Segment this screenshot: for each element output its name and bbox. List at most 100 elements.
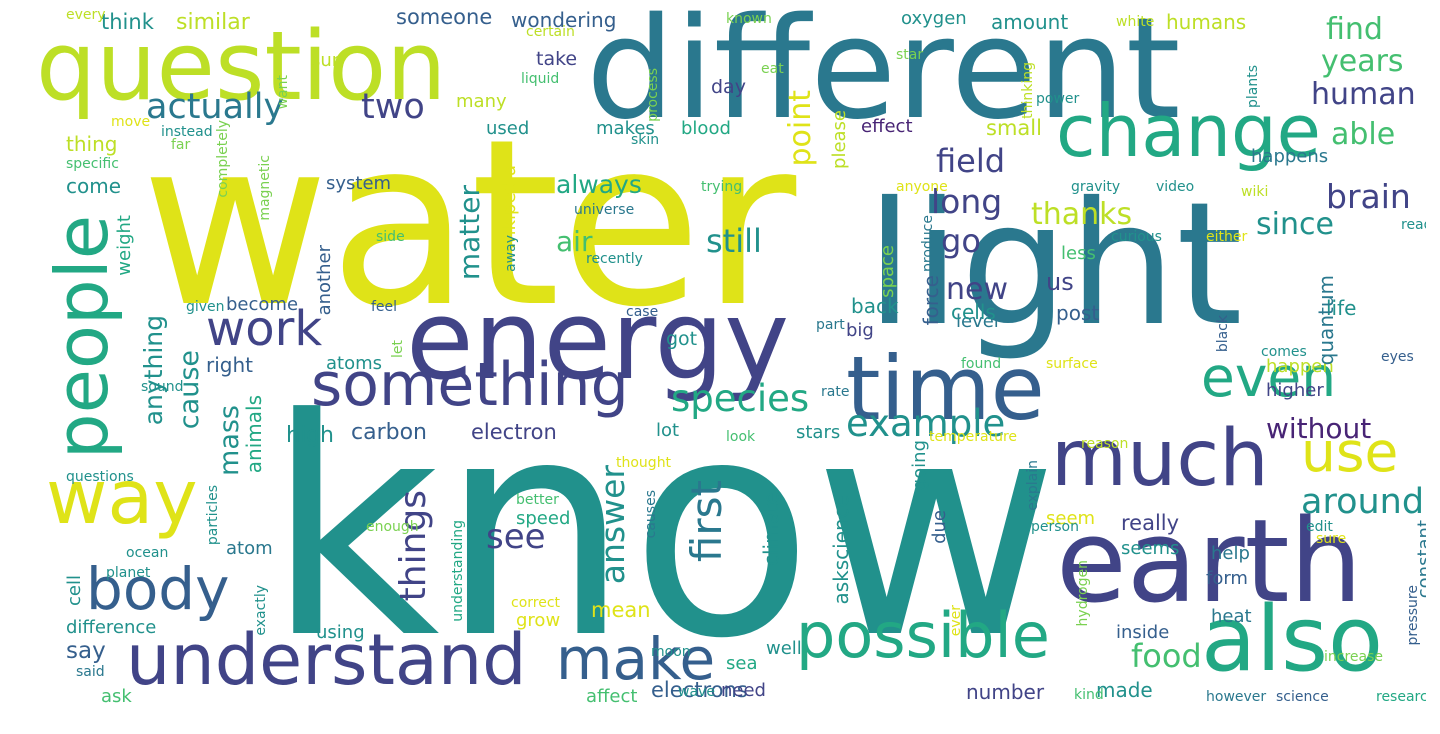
word-cloud: water know light different energy question ear… — [26, 0, 1426, 714]
cloud-word: back — [851, 294, 899, 318]
cloud-word: grow — [516, 610, 561, 631]
cloud-word: skin — [631, 132, 660, 148]
cloud-word: certain — [526, 24, 575, 40]
cloud-word: questions — [66, 469, 134, 485]
cloud-word: post — [1056, 301, 1100, 325]
cloud-word: produce — [920, 215, 936, 272]
cloud-word: heat — [1211, 606, 1252, 627]
cloud-word: away — [503, 235, 519, 272]
cloud-word: feel — [371, 299, 398, 315]
cloud-word: hydrogen — [1075, 560, 1091, 627]
cloud-word: mass — [214, 405, 245, 476]
cloud-word: moon — [651, 644, 691, 660]
cloud-word: food — [1131, 637, 1202, 675]
cloud-word: always — [556, 170, 642, 199]
cloud-word: think — [101, 10, 154, 34]
cloud-word: video — [1156, 179, 1195, 195]
cloud-word: planet — [106, 565, 151, 581]
cloud-word: find — [1326, 12, 1383, 47]
cloud-word: two — [361, 87, 425, 127]
cloud-word: stars — [796, 422, 841, 443]
cloud-word: light — [866, 166, 1243, 364]
cloud-word: make — [556, 625, 716, 693]
cloud-word: askscience — [829, 495, 853, 605]
cloud-word: lot — [656, 420, 680, 441]
cloud-word: species — [671, 377, 810, 420]
cloud-word: effect — [861, 116, 913, 137]
cloud-word: let — [390, 340, 406, 358]
cloud-word: anything — [139, 315, 168, 426]
cloud-word: white — [1116, 14, 1155, 30]
cloud-word: understand — [126, 619, 527, 701]
cloud-word: difference — [66, 617, 157, 638]
cloud-word: something — [311, 350, 629, 420]
cloud-word: question — [36, 12, 447, 122]
cloud-word: using — [316, 622, 365, 643]
cloud-word: people — [40, 215, 124, 460]
cloud-word: able — [1331, 117, 1396, 152]
cloud-word: field — [936, 142, 1006, 180]
cloud-word: around — [1301, 482, 1425, 522]
cloud-word: gravity — [1071, 179, 1121, 195]
cloud-word: atoms — [326, 353, 383, 374]
cloud-word: wave — [678, 684, 715, 700]
cloud-word: take — [536, 48, 578, 70]
cloud-word: also — [1201, 587, 1384, 692]
cloud-word: know — [266, 355, 1059, 704]
cloud-word: particles — [205, 485, 221, 546]
cloud-word: side — [376, 229, 405, 245]
cloud-word: far — [171, 137, 191, 153]
cloud-word: exactly — [253, 585, 269, 636]
cloud-word: amount — [991, 10, 1069, 34]
cloud-word: brain — [1326, 177, 1411, 216]
cloud-word: instead — [161, 124, 213, 140]
cloud-word: ocean — [126, 545, 169, 561]
cloud-word: way — [46, 453, 198, 541]
cloud-word: many — [456, 91, 507, 112]
cloud-word: edit — [1306, 519, 1333, 535]
cloud-word: thinking — [1020, 62, 1036, 119]
cloud-word: still — [706, 222, 762, 260]
cloud-word: increase — [1324, 649, 1384, 665]
cloud-word: force — [919, 275, 943, 326]
cloud-word: body — [86, 555, 230, 623]
cloud-word: makes — [596, 118, 655, 139]
cloud-word: liquid — [521, 71, 560, 87]
cloud-word: possible — [796, 599, 1050, 672]
cloud-word: black — [1215, 315, 1231, 353]
cloud-word: less — [1061, 243, 1096, 264]
cloud-word: kind — [1074, 687, 1104, 703]
cloud-word: first — [682, 480, 731, 563]
cloud-word: actually — [146, 87, 285, 127]
cloud-word: new — [946, 272, 1009, 307]
cloud-word: inside — [1116, 622, 1170, 643]
cloud-word: however — [1206, 689, 1267, 705]
cloud-word: cells — [951, 300, 996, 324]
cloud-word: air — [556, 225, 593, 258]
cloud-word: please — [829, 110, 850, 169]
cloud-word: better — [516, 492, 559, 508]
cloud-word: see — [486, 517, 546, 557]
cloud-word: temperature — [929, 429, 1017, 445]
cloud-word: point — [783, 90, 818, 167]
cloud-word: animals — [242, 395, 266, 474]
cloud-word: trying — [701, 179, 743, 195]
cloud-word: seem — [1046, 508, 1096, 529]
cloud-word: enough — [366, 519, 419, 535]
cloud-word: happen — [1266, 356, 1334, 377]
cloud-word: human — [1311, 77, 1416, 112]
cloud-word: magnetic — [257, 155, 273, 221]
cloud-word: thanks — [1031, 197, 1133, 232]
cloud-word: thing — [66, 132, 118, 156]
cloud-word: ever — [948, 605, 964, 637]
cloud-word: part — [816, 317, 845, 333]
cloud-word: curious — [1111, 229, 1162, 245]
cloud-word: move — [111, 114, 151, 130]
cloud-word: said — [76, 664, 105, 680]
cloud-word: cell — [64, 575, 85, 606]
cloud-word: look — [726, 429, 756, 445]
cloud-word: explain — [1025, 460, 1041, 511]
cloud-word: power — [1036, 91, 1080, 107]
cloud-word: long — [931, 182, 1003, 221]
cloud-word: level — [956, 311, 999, 332]
